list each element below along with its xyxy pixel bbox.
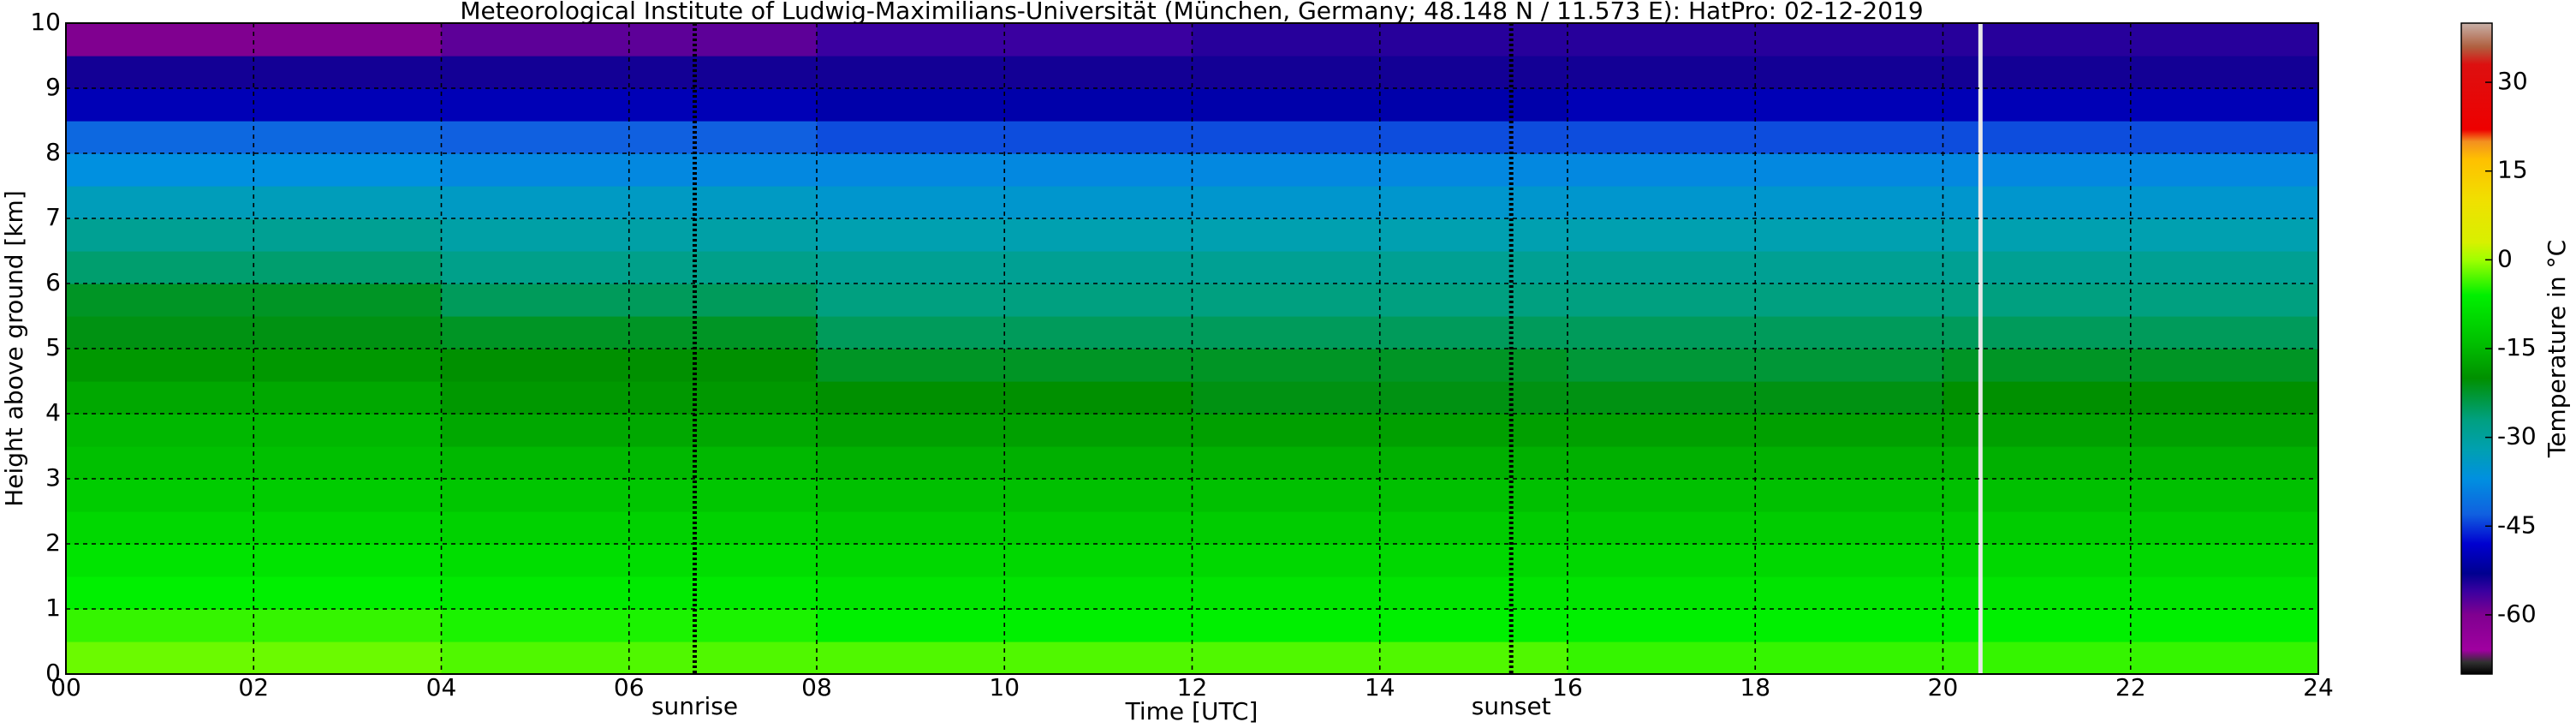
x-tick-label: 22 xyxy=(2115,673,2146,701)
colorbar-tick-label: -45 xyxy=(2497,510,2537,539)
x-tick-label: 00 xyxy=(51,673,81,701)
x-tick-label: 14 xyxy=(1365,673,1395,701)
y-tick-label: 8 xyxy=(45,138,61,166)
colorbar-label: Temperature in °C xyxy=(2543,240,2571,458)
x-axis-label: Time [UTC] xyxy=(1125,697,1258,725)
y-tick-label: 7 xyxy=(45,203,61,231)
y-tick-label: 9 xyxy=(45,73,61,101)
plot-frame xyxy=(65,22,2319,675)
annotation-label: sunset xyxy=(1472,692,1551,720)
x-tick-label: 16 xyxy=(1552,673,1583,701)
annotation-label: sunrise xyxy=(651,692,738,720)
y-tick-label: 2 xyxy=(45,528,61,557)
x-tick-label: 24 xyxy=(2303,673,2334,701)
x-tick-label: 18 xyxy=(1740,673,1770,701)
x-tick-label: 12 xyxy=(1177,673,1208,701)
y-axis-label: Height above ground [km] xyxy=(0,190,28,507)
x-tick-label: 02 xyxy=(238,673,269,701)
x-tick-label: 08 xyxy=(801,673,832,701)
y-tick-label: 1 xyxy=(45,594,61,622)
colorbar-tick-label: -15 xyxy=(2497,333,2537,361)
colorbar-tick-label: -60 xyxy=(2497,600,2537,628)
y-tick-label: 3 xyxy=(45,463,61,492)
x-tick-label: 10 xyxy=(989,673,1020,701)
y-tick-label: 10 xyxy=(30,8,61,36)
y-tick-label: 5 xyxy=(45,333,61,361)
y-tick-label: 0 xyxy=(45,659,61,687)
x-tick-label: 06 xyxy=(614,673,645,701)
x-tick-label: 04 xyxy=(426,673,457,701)
chart-title: Meteorological Institute of Ludwig-Maxim… xyxy=(460,0,1923,25)
colorbar-tick-label: 0 xyxy=(2497,244,2513,272)
colorbar-tick-label: -30 xyxy=(2497,422,2537,451)
y-tick-label: 6 xyxy=(45,268,61,296)
x-tick-label: 20 xyxy=(1928,673,1959,701)
colorbar-tick-label: 30 xyxy=(2497,67,2528,95)
y-tick-label: 4 xyxy=(45,398,61,427)
colorbar-tick-label: 15 xyxy=(2497,156,2528,184)
